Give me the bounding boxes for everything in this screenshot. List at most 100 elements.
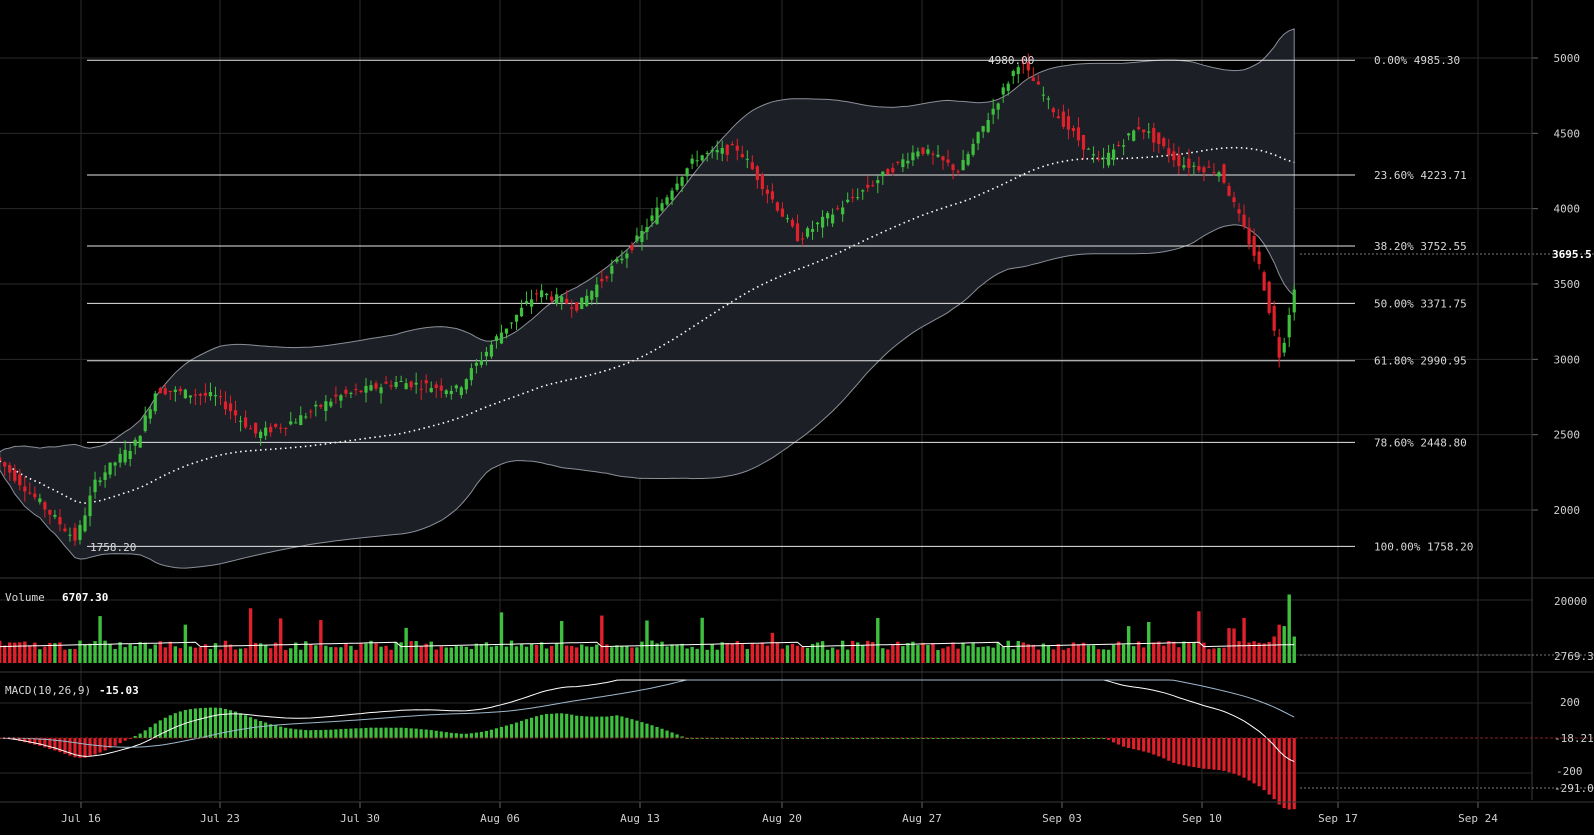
volume-bar xyxy=(3,645,7,663)
candle-body xyxy=(284,427,288,429)
macd-histogram-bar xyxy=(1167,738,1171,761)
volume-bar xyxy=(33,642,37,663)
macd-histogram-bar xyxy=(208,707,213,738)
volume-bar xyxy=(263,645,268,663)
macd-histogram-bar xyxy=(630,719,634,738)
macd-histogram-bar xyxy=(640,722,644,738)
volume-bar xyxy=(454,646,459,663)
candle-body xyxy=(1096,158,1101,160)
volume-bar xyxy=(469,648,474,663)
candle-body xyxy=(123,449,127,463)
macd-histogram-bar xyxy=(78,738,82,758)
volume-bar xyxy=(635,647,639,663)
volume-bar xyxy=(479,644,484,663)
candle-body xyxy=(1197,166,1201,171)
volume-bar xyxy=(534,645,539,663)
candle-body xyxy=(279,427,283,429)
volume-bar xyxy=(665,646,669,663)
volume-bar xyxy=(585,646,589,663)
candle-body xyxy=(23,486,27,492)
macd-histogram-bar xyxy=(1106,738,1111,740)
macd-histogram-bar xyxy=(971,738,975,739)
macd-histogram-bar xyxy=(625,717,629,738)
volume-bar xyxy=(1192,642,1196,663)
volume-bar xyxy=(775,642,780,663)
candle-body xyxy=(379,387,383,394)
macd-histogram-bar xyxy=(540,714,544,738)
volume-bar xyxy=(93,641,97,663)
macd-histogram-bar xyxy=(188,709,192,738)
volume-bar xyxy=(680,643,684,663)
macd-histogram-bar xyxy=(334,729,338,738)
candle-body xyxy=(98,480,102,483)
candle-body xyxy=(735,145,739,151)
macd-histogram-bar xyxy=(269,724,273,738)
candle-body xyxy=(389,385,393,387)
volume-bar xyxy=(690,646,694,663)
volume-bar xyxy=(956,648,960,663)
macd-histogram-bar xyxy=(484,730,489,738)
candle-body xyxy=(645,227,649,232)
candle-body xyxy=(1212,172,1216,174)
volume-bar xyxy=(83,644,87,663)
macd-histogram-bar xyxy=(610,715,614,738)
macd-tick-last: -291.0 xyxy=(1554,782,1594,795)
volume-bar xyxy=(755,644,760,663)
volume-bar xyxy=(1147,621,1151,663)
candle-body xyxy=(158,388,162,394)
macd-histogram-bar xyxy=(565,713,569,738)
macd-histogram-bar xyxy=(479,731,483,738)
volume-bar xyxy=(1157,641,1161,663)
volume-bar xyxy=(830,647,835,663)
volume-bar xyxy=(284,650,288,663)
volume-bar xyxy=(78,640,82,663)
candle-body xyxy=(28,492,32,494)
macd-histogram-bar xyxy=(1016,738,1020,739)
volume-histogram xyxy=(0,594,1296,663)
volume-bar xyxy=(931,643,935,663)
volume-bar xyxy=(414,641,418,663)
volume-bar xyxy=(564,645,569,663)
volume-bar xyxy=(615,645,619,663)
candle-body xyxy=(740,154,744,158)
macd-histogram-bar xyxy=(409,728,413,738)
macd-histogram-bar xyxy=(555,713,559,738)
volume-bar xyxy=(1152,642,1156,663)
volume-bar xyxy=(795,645,800,663)
macd-histogram-bar xyxy=(1247,738,1251,781)
volume-bar xyxy=(354,649,358,663)
volume-bar xyxy=(529,643,534,663)
macd-signal-line xyxy=(0,679,1295,748)
price-tick-label: 5000 xyxy=(1554,52,1581,65)
candle-body xyxy=(309,411,313,413)
macd-histogram-bar xyxy=(529,717,534,738)
candle-body xyxy=(1132,130,1136,141)
macd-histogram-bar xyxy=(595,716,599,738)
price-tick-label: 2000 xyxy=(1554,504,1581,517)
candle-body xyxy=(248,428,253,430)
candle-body xyxy=(228,403,233,412)
macd-histogram-bar xyxy=(193,708,197,738)
macd-tick-zero: -18.21 xyxy=(1554,732,1594,745)
candle-body xyxy=(730,144,734,146)
volume-bar xyxy=(810,643,815,663)
price-axis: 5000 4500 4000 3500 3000 2500 2000 xyxy=(1532,52,1580,517)
macd-histogram-bar xyxy=(1021,738,1025,739)
volume-bar xyxy=(1212,648,1216,663)
volume-bar xyxy=(926,644,930,663)
volume-bar xyxy=(1081,642,1086,663)
candle-body xyxy=(78,525,82,540)
macd-histogram-bar xyxy=(414,728,418,738)
candle-body xyxy=(474,362,478,366)
macd-histogram-bar xyxy=(264,722,268,738)
macd-histogram-bar xyxy=(469,733,473,738)
candle-body xyxy=(720,148,724,154)
volume-bar xyxy=(178,648,183,663)
price-tick-label: 3500 xyxy=(1554,278,1581,291)
candle-body xyxy=(83,515,87,532)
candle-body xyxy=(454,385,458,389)
candle-body xyxy=(1061,111,1066,127)
candle-body xyxy=(1101,157,1106,159)
volume-bar xyxy=(1272,636,1276,663)
